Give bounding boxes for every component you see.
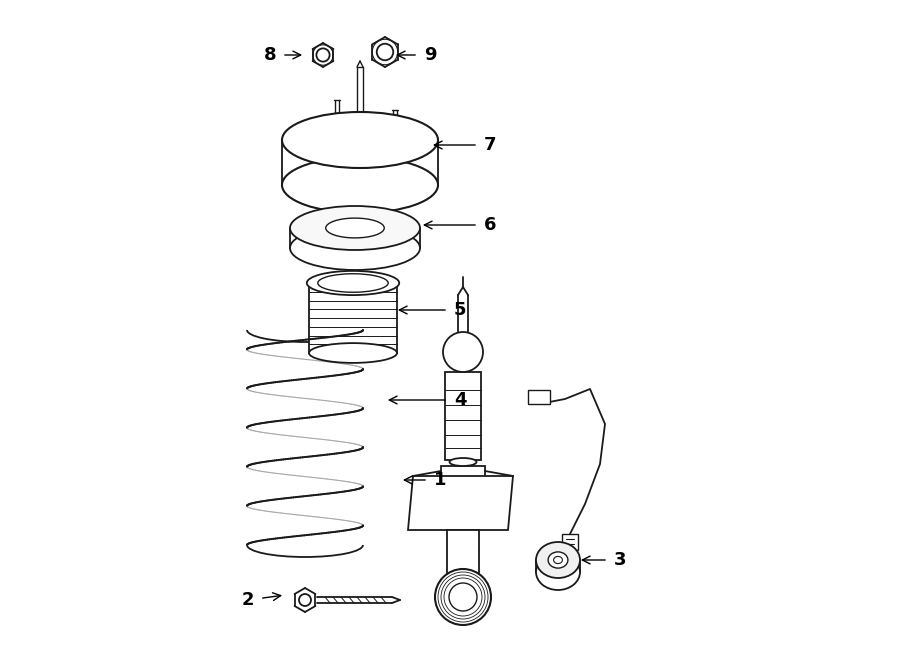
Ellipse shape [449, 458, 476, 466]
Polygon shape [528, 390, 550, 404]
Polygon shape [562, 534, 578, 550]
Circle shape [435, 569, 491, 625]
Text: 4: 4 [454, 391, 466, 409]
Text: 3: 3 [614, 551, 626, 569]
Text: 2: 2 [242, 591, 254, 609]
Text: 1: 1 [434, 471, 446, 489]
Polygon shape [447, 530, 479, 575]
Ellipse shape [307, 271, 400, 295]
Polygon shape [309, 283, 397, 353]
Text: 5: 5 [454, 301, 466, 319]
Ellipse shape [290, 206, 420, 250]
Ellipse shape [282, 157, 438, 213]
Ellipse shape [290, 226, 420, 270]
Ellipse shape [282, 112, 438, 168]
Text: 9: 9 [424, 46, 436, 64]
Circle shape [443, 332, 483, 372]
Text: 6: 6 [484, 216, 496, 234]
Ellipse shape [536, 542, 580, 578]
Polygon shape [408, 476, 513, 530]
Ellipse shape [338, 132, 382, 148]
Circle shape [317, 48, 329, 62]
Ellipse shape [548, 552, 568, 568]
Circle shape [377, 44, 393, 60]
Text: 8: 8 [264, 46, 276, 64]
Ellipse shape [536, 554, 580, 590]
Circle shape [299, 594, 311, 606]
Ellipse shape [309, 343, 397, 363]
Ellipse shape [318, 274, 388, 292]
Text: 7: 7 [484, 136, 496, 154]
Ellipse shape [326, 218, 384, 238]
Ellipse shape [554, 556, 562, 563]
Polygon shape [445, 372, 481, 460]
Circle shape [449, 583, 477, 611]
Polygon shape [441, 466, 485, 520]
